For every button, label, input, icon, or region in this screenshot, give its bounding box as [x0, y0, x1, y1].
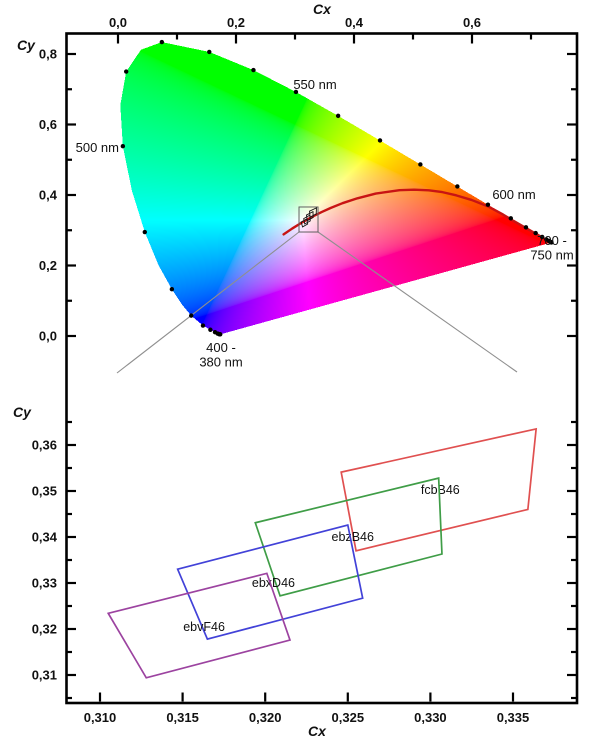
tick-label: 0,0 [39, 329, 57, 344]
tick-label: 0,325 [332, 710, 365, 725]
wavelength-dot [293, 89, 299, 95]
tick-label: 0,32 [32, 622, 57, 637]
tick-label: 0,35 [32, 484, 57, 499]
top-x-axis-title: Cx [313, 1, 331, 17]
tick-label: 0,335 [497, 710, 530, 725]
tick-label: 0,310 [84, 710, 117, 725]
wavelength-dot [549, 240, 554, 245]
wavelength-annotation: 500 nm [76, 140, 119, 155]
bottom-x-axis-title: Cx [308, 723, 326, 739]
wavelength-dot [523, 225, 529, 230]
wavelength-dot [142, 229, 147, 235]
tick-label: 0,4 [39, 188, 58, 203]
wavelength-annotation: 700 - [537, 233, 567, 248]
bin-label-fcbB46: fcbB46 [421, 483, 460, 497]
wavelength-dot [485, 202, 491, 207]
wavelength-dot [455, 184, 460, 189]
wavelength-dot [120, 144, 126, 149]
tick-label: 0,33 [32, 576, 57, 591]
plot-frame [65, 32, 579, 705]
zoom-region-mini-bin [300, 218, 309, 228]
bin-quadrangle-ebvF46 [106, 572, 292, 679]
wavelength-dot [508, 216, 514, 221]
zoom-region-box [298, 206, 319, 233]
wavelength-dot [377, 138, 383, 143]
wavelength-annotation: 750 nm [530, 248, 573, 263]
cie-gamut-gradient-canvas [112, 36, 560, 340]
wavelength-dot [251, 67, 256, 73]
top-y-axis-title: Cy [17, 37, 35, 53]
wavelength-dot [169, 287, 175, 292]
wavelength-annotation: 380 nm [199, 355, 242, 370]
bin-label-ebzB46: ebzB46 [332, 530, 374, 544]
wavelength-dot [200, 323, 206, 328]
wavelength-annotation: 400 - [206, 340, 236, 355]
tick-label: 0,4 [345, 15, 364, 30]
tick-label: 0,315 [166, 710, 199, 725]
wavelength-dot [335, 113, 341, 119]
tick-label: 0,36 [32, 438, 57, 453]
wavelength-annotation: 600 nm [492, 187, 535, 202]
wavelength-dot [540, 234, 545, 240]
tick-label: 0,6 [463, 15, 481, 30]
tick-label: 0,31 [32, 668, 57, 683]
wavelength-dot [207, 49, 212, 55]
zoom-region-mini-bin [303, 214, 311, 225]
bin-quadrangle-ebxD46 [176, 523, 364, 641]
bin-quadrangle-fcbB46 [340, 427, 538, 552]
tick-label: 0,2 [39, 258, 57, 273]
wavelength-dot [189, 313, 194, 318]
bin-label-ebxD46: ebxD46 [252, 576, 295, 590]
wavelength-dot [124, 69, 129, 74]
wavelength-dot [212, 329, 218, 335]
tick-label: 0,0 [109, 15, 127, 30]
tick-label: 0,8 [39, 47, 57, 62]
tick-label: 0,6 [39, 117, 57, 132]
wavelength-dot [159, 39, 165, 45]
wavelength-dot [208, 327, 213, 332]
bin-label-ebvF46: ebvF46 [183, 620, 225, 634]
tick-label: 0,330 [414, 710, 447, 725]
bottom-y-axis-title: Cy [13, 404, 31, 420]
wavelength-dot [533, 230, 538, 236]
zoom-callout-line [116, 231, 300, 374]
tick-label: 0,2 [227, 15, 245, 30]
wavelength-annotation: 550 nm [293, 77, 336, 92]
wavelength-dot [418, 162, 423, 167]
tick-label: 0,320 [249, 710, 282, 725]
tick-label: 0,34 [32, 530, 58, 545]
zoom-callout-line [317, 231, 518, 373]
bin-quadrangle-ebzB46 [254, 477, 443, 597]
